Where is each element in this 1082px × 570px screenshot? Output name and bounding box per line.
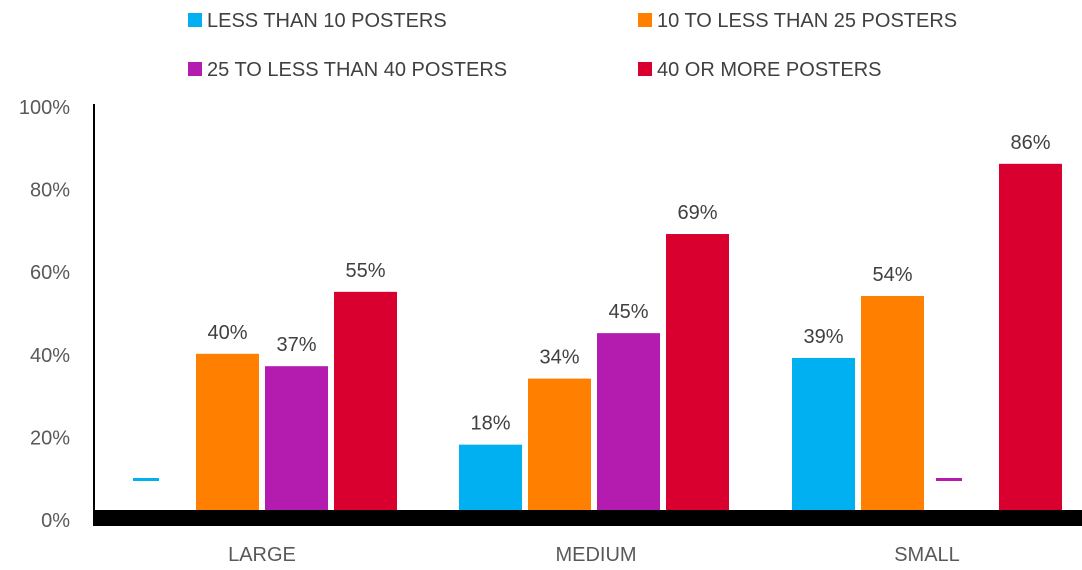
- x-axis-bar: [94, 510, 1082, 526]
- data-label: 54%: [872, 264, 912, 286]
- y-tick-label: 100%: [19, 97, 70, 119]
- legend-item-less-than-10-posters: LESS THAN 10 POSTERS: [188, 10, 447, 32]
- missing-value-markers: [133, 478, 962, 481]
- legend-label: LESS THAN 10 POSTERS: [207, 10, 447, 32]
- legend-swatch: [638, 13, 652, 27]
- y-axis-ticks: 0% 20% 40% 60% 80% 100%: [19, 97, 70, 532]
- bar-small-40-or-more-posters: [999, 163, 1062, 519]
- y-tick-label: 0%: [41, 510, 70, 532]
- data-label: 37%: [276, 334, 316, 356]
- legend-item-25-to-less-than-40-posters: 25 TO LESS THAN 40 POSTERS: [188, 59, 507, 81]
- data-label: 69%: [677, 202, 717, 224]
- legend-item-10-to-less-than-25-posters: 10 TO LESS THAN 25 POSTERS: [638, 10, 957, 32]
- legend: LESS THAN 10 POSTERS 10 TO LESS THAN 25 P…: [188, 10, 957, 81]
- bar-large-25-to-less-than-40-posters: [265, 366, 328, 519]
- y-tick-label: 80%: [30, 180, 70, 202]
- legend-swatch: [638, 62, 652, 76]
- data-label: 34%: [539, 347, 579, 369]
- data-label: 40%: [207, 322, 247, 344]
- no-data-dash-small-2: [936, 478, 962, 481]
- no-data-dash-large-0: [133, 478, 159, 481]
- bar-data-labels: 18% 39% 40% 34% 54% 37% 45% 55% 69% 86%: [207, 132, 1050, 435]
- y-tick-label: 60%: [30, 262, 70, 284]
- bar-small-10-to-less-than-25-posters: [861, 295, 924, 519]
- legend-label: 40 OR MORE POSTERS: [657, 59, 882, 81]
- data-label: 86%: [1010, 132, 1050, 154]
- bar-large-40-or-more-posters: [334, 291, 397, 519]
- bar-medium-25-to-less-than-40-posters: [597, 333, 660, 519]
- bar-medium-10-to-less-than-25-posters: [528, 378, 591, 519]
- bar-small-less-than-10-posters: [792, 357, 855, 519]
- legend-swatch: [188, 62, 202, 76]
- data-label: 39%: [803, 326, 843, 348]
- data-label: 55%: [345, 260, 385, 282]
- x-tick-label-small: SMALL: [894, 544, 960, 565]
- y-tick-label: 20%: [30, 427, 70, 449]
- data-label: 18%: [470, 413, 510, 435]
- legend-swatch: [188, 13, 202, 27]
- bar-medium-less-than-10-posters: [459, 444, 522, 519]
- x-tick-label-large: LARGE: [228, 544, 296, 565]
- x-axis-labels: LARGE MEDIUM SMALL: [228, 544, 960, 566]
- legend-label: 25 TO LESS THAN 40 POSTERS: [207, 59, 507, 81]
- x-tick-label-medium: MEDIUM: [555, 544, 636, 565]
- data-label: 45%: [608, 301, 648, 323]
- bar-medium-40-or-more-posters: [666, 234, 729, 519]
- bar-large-10-to-less-than-25-posters: [196, 353, 259, 519]
- y-tick-label: 40%: [30, 345, 70, 367]
- bars: [196, 163, 1062, 519]
- legend-item-40-or-more-posters: 40 OR MORE POSTERS: [638, 59, 882, 81]
- legend-label: 10 TO LESS THAN 25 POSTERS: [657, 10, 957, 32]
